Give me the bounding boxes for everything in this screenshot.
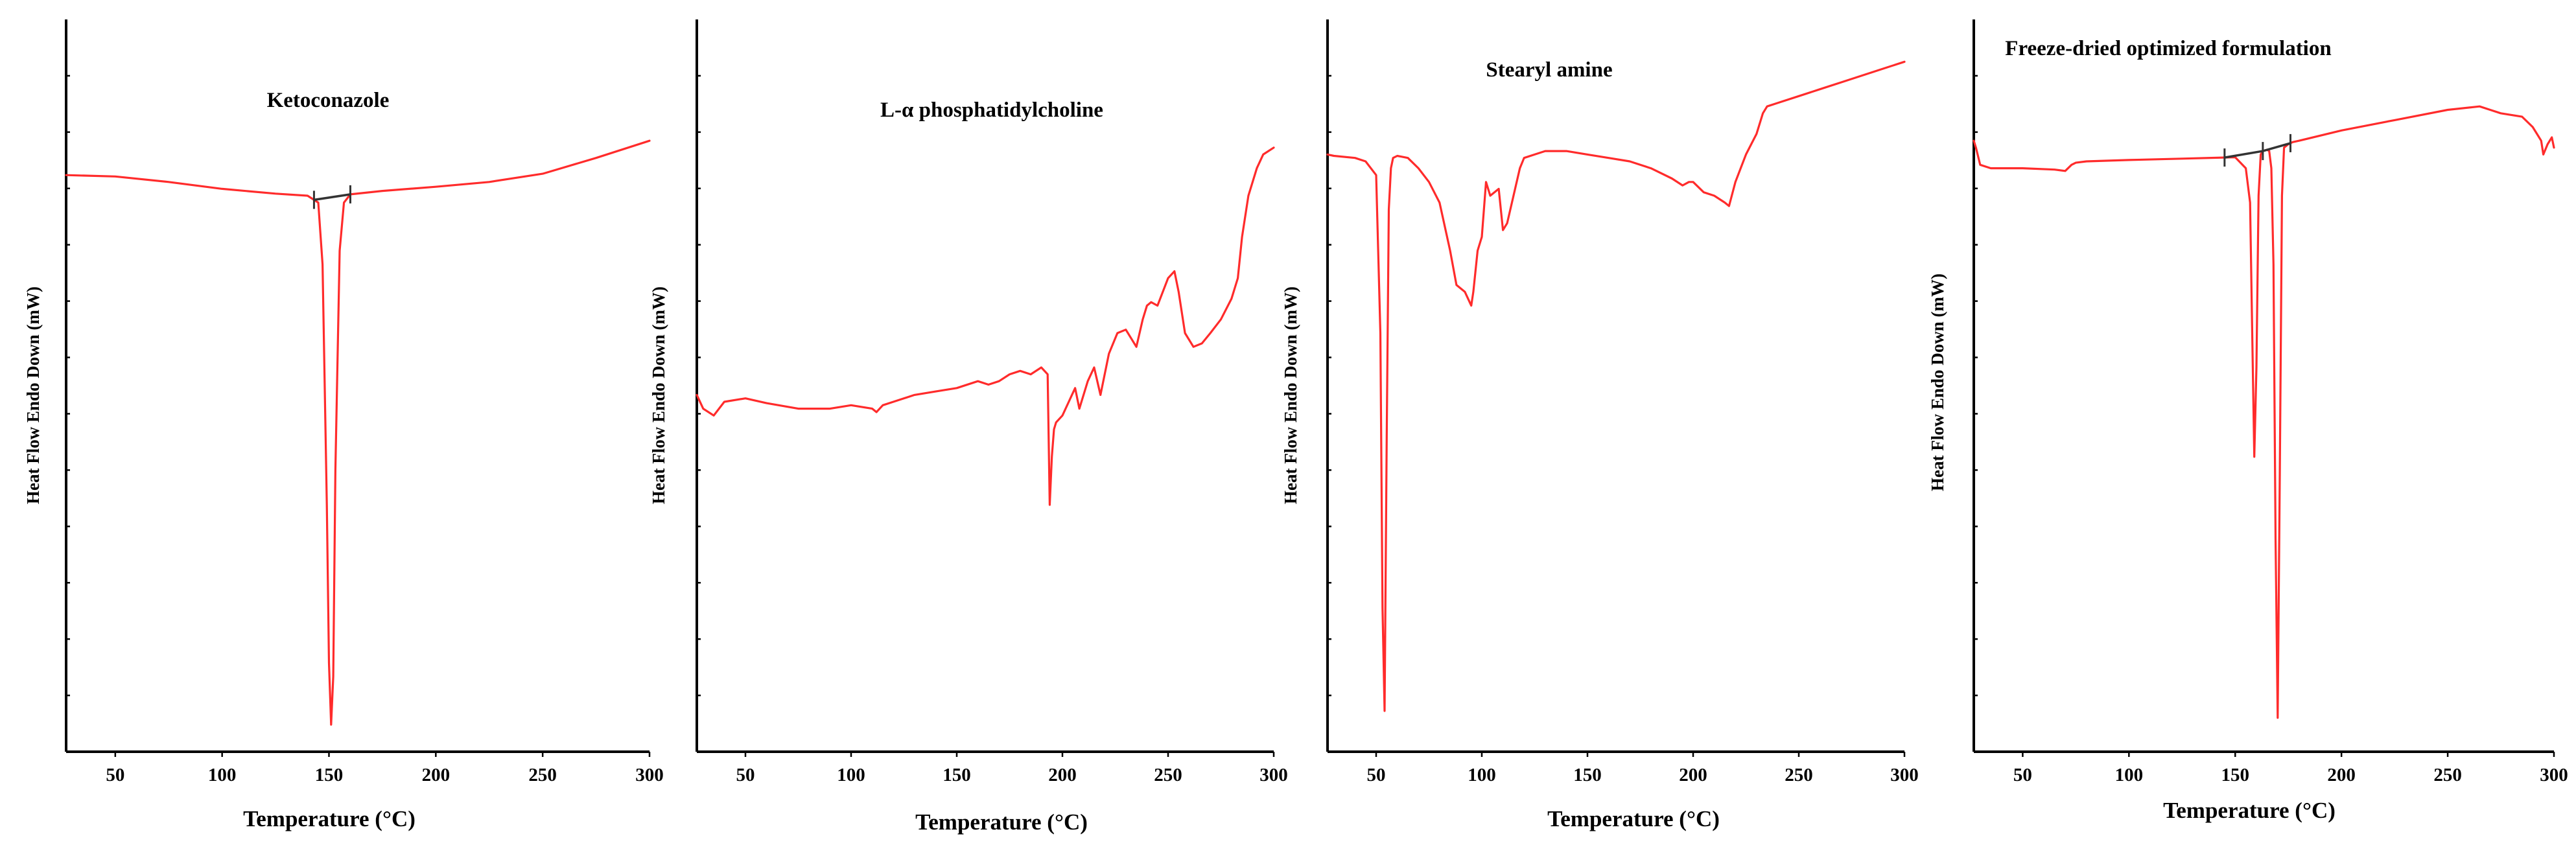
x-tick-label: 100: [208, 765, 237, 785]
panel-title: Ketoconazole: [267, 89, 390, 112]
x-tick-label: 50: [1366, 765, 1385, 785]
x-tick-label: 50: [736, 765, 755, 785]
panel-freeze-dried-formulation: Freeze-dried optimized formulation Heat …: [1928, 19, 2568, 823]
x-tick-label: 300: [1890, 765, 1919, 785]
x-tick-label: 200: [1679, 765, 1707, 785]
y-axis-label: Heat Flow Endo Down (mW): [1928, 273, 1947, 491]
x-axis-label: Temperature (°C): [2163, 798, 2336, 823]
y-axis-label: Heat Flow Endo Down (mW): [23, 286, 43, 504]
x-tick-label: 200: [2327, 765, 2356, 785]
x-tick-label: 250: [1154, 765, 1182, 785]
integration-baseline: [2224, 142, 2291, 159]
x-tick-label: 250: [528, 765, 557, 785]
integration-baseline: [314, 193, 351, 202]
x-tick-label: 300: [1259, 765, 1288, 785]
x-axis-label: Temperature (°C): [1547, 806, 1720, 831]
dsc-curve: [696, 146, 1275, 506]
x-tick-label: 100: [837, 765, 865, 785]
x-tick-label: 150: [943, 765, 971, 785]
x-tick-label: 300: [635, 765, 664, 785]
x-tick-label: 200: [1048, 765, 1077, 785]
panel-title: L-α phosphatidylcholine: [880, 99, 1103, 122]
dsc-curve: [1326, 60, 1906, 712]
x-tick-label: 200: [422, 765, 451, 785]
panel-title: Stearyl amine: [1486, 58, 1612, 82]
x-tick-label: 50: [2013, 765, 2032, 785]
dsc-curve: [65, 139, 651, 726]
dsc-curve: [1973, 105, 2555, 719]
panel-stearyl-amine: Stearyl amine Heat Flow Endo Down (mW) T…: [1281, 19, 1919, 831]
x-tick-label: 50: [106, 765, 124, 785]
panel-ketoconazole: Ketoconazole Heat Flow Endo Down (mW) Te…: [23, 19, 664, 831]
panel-title: Freeze-dried optimized formulation: [2005, 37, 2331, 60]
x-tick-label: 100: [2115, 765, 2144, 785]
x-tick-label: 100: [1468, 765, 1496, 785]
panel-phosphatidylcholine: L-α phosphatidylcholine Heat Flow Endo D…: [649, 19, 1288, 835]
x-tick-label: 300: [2540, 765, 2568, 785]
x-tick-label: 250: [2433, 765, 2462, 785]
x-tick-label: 250: [1785, 765, 1813, 785]
x-axis-label: Temperature (°C): [915, 809, 1088, 835]
x-tick-label: 150: [2221, 765, 2249, 785]
x-axis-label: Temperature (°C): [243, 806, 416, 831]
x-tick-label: 150: [1573, 765, 1602, 785]
x-tick-label: 150: [315, 765, 344, 785]
y-axis-label: Heat Flow Endo Down (mW): [649, 286, 668, 504]
y-axis-label: Heat Flow Endo Down (mW): [1281, 286, 1300, 504]
